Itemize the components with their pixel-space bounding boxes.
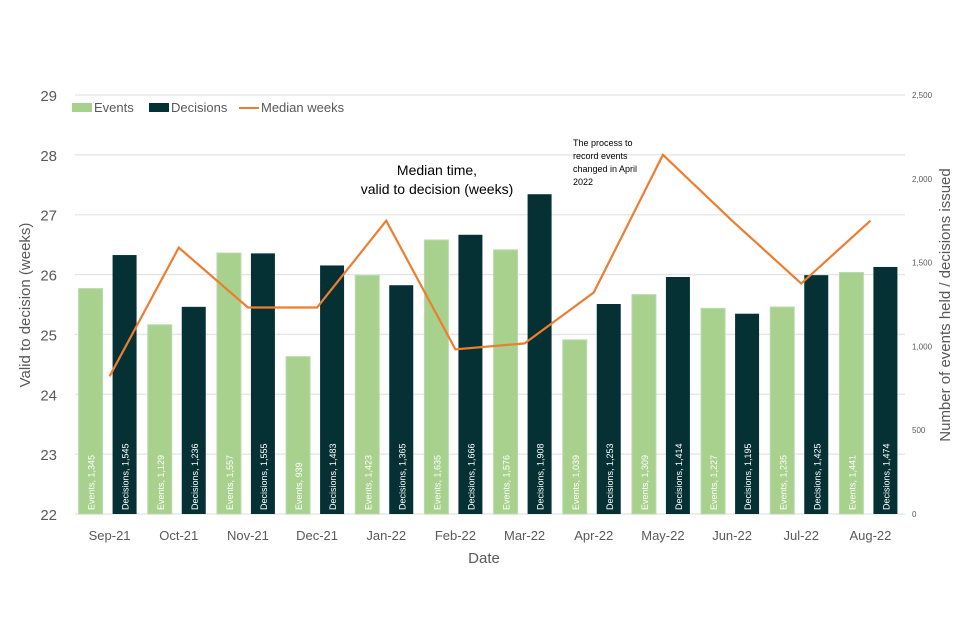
y2-tick-label: 1,500	[912, 259, 933, 268]
decisions-data-label: Decisions, 1,474	[881, 443, 891, 510]
y-tick-label: 29	[40, 88, 57, 105]
annotation: The process to record events changed in Ap…	[573, 138, 637, 187]
x-tick-label: Sep-21	[89, 528, 131, 543]
decisions-data-label: Decisions, 1,545	[121, 443, 131, 510]
decisions-bar	[250, 253, 275, 514]
decisions-bar	[873, 266, 898, 514]
decisions-bar	[112, 255, 137, 515]
events-bar	[354, 275, 380, 515]
y2-tick-label: 0	[912, 510, 917, 519]
decisions-bar	[665, 277, 690, 514]
legend-decisions-swatch	[149, 103, 169, 112]
decisions-bar	[596, 303, 621, 514]
events-data-label: Events, 1,576	[502, 455, 512, 510]
y2-tick-label: 2,000	[912, 175, 933, 184]
events-data-label: Events, 939	[294, 462, 304, 510]
x-tick-label: Jun-22	[712, 528, 752, 543]
events-data-label: Events, 1,557	[225, 455, 235, 510]
events-bar	[493, 249, 519, 515]
decisions-bar	[804, 275, 829, 514]
y2-tick-label: 1,000	[912, 342, 933, 351]
x-tick-label: Apr-22	[574, 528, 613, 543]
decisions-bar	[458, 234, 483, 515]
decisions-bar	[181, 306, 206, 514]
events-bar	[838, 271, 864, 515]
events-bar	[285, 356, 311, 515]
decisions-bar	[527, 194, 552, 515]
decisions-bar	[735, 313, 760, 514]
events-data-label: Events, 1,345	[87, 455, 97, 510]
events-bar	[78, 288, 104, 515]
y2-tick-label: 2,500	[912, 91, 933, 100]
x-tick-label: Jan-22	[366, 528, 406, 543]
chart-title-line-1: Median time,	[397, 162, 477, 178]
events-bar	[631, 294, 657, 515]
x-tick-label: Nov-21	[227, 528, 269, 543]
y2-axis-title: Number of events held / decisions issued	[937, 168, 954, 441]
x-tick-label: May-22	[641, 528, 684, 543]
decisions-bar	[389, 285, 414, 514]
events-data-label: Events, 1,227	[709, 455, 719, 510]
decisions-data-label: Decisions, 1,908	[536, 443, 546, 510]
legend-decisions-label: Decisions	[171, 100, 228, 115]
y-tick-label: 28	[40, 148, 57, 165]
events-data-label: Events, 1,129	[156, 455, 166, 510]
decisions-data-label: Decisions, 1,425	[812, 443, 822, 510]
events-data-label: Events, 1,309	[640, 455, 650, 510]
events-bar	[423, 239, 449, 515]
decisions-data-label: Decisions, 1,236	[190, 443, 200, 510]
events-data-label: Events, 1,423	[363, 455, 373, 510]
y-axis-title: Valid to decision (weeks)	[17, 223, 34, 388]
x-tick-label: Mar-22	[504, 528, 545, 543]
y-tick-label: 22	[40, 507, 57, 524]
legend-events-label: Events	[94, 100, 134, 115]
x-tick-label: Jul-22	[784, 528, 819, 543]
decisions-data-label: Decisions, 1,414	[674, 443, 684, 510]
decisions-data-label: Decisions, 1,666	[466, 443, 476, 510]
legend-events-swatch	[72, 103, 92, 112]
x-tick-label: Oct-21	[159, 528, 198, 543]
legend-median-label: Median weeks	[261, 100, 345, 115]
events-data-label: Events, 1,635	[432, 455, 442, 510]
y-tick-label: 27	[40, 208, 57, 225]
y2-tick-label: 500	[912, 426, 926, 435]
x-tick-label: Aug-22	[849, 528, 891, 543]
x-tick-label: Dec-21	[296, 528, 338, 543]
decisions-data-label: Decisions, 1,483	[328, 443, 338, 510]
decisions-data-label: Decisions, 1,195	[743, 443, 753, 510]
events-data-label: Events, 1,441	[847, 455, 857, 510]
events-bar	[147, 324, 173, 515]
events-data-label: Events, 1,235	[778, 455, 788, 510]
events-bar	[562, 339, 588, 515]
decisions-data-label: Decisions, 1,253	[605, 443, 615, 510]
y-tick-label: 24	[40, 387, 57, 404]
legend: Events Decisions Median weeks	[72, 100, 345, 115]
decisions-bar	[320, 265, 345, 514]
x-tick-label: Feb-22	[435, 528, 476, 543]
y-tick-label: 26	[40, 268, 57, 285]
median-weeks-line	[108, 153, 872, 377]
y-tick-label: 23	[40, 447, 57, 464]
decisions-data-label: Decisions, 1,365	[397, 443, 407, 510]
x-axis-title: Date	[468, 550, 500, 567]
events-bar	[769, 306, 795, 515]
y-tick-label: 25	[40, 327, 57, 344]
chart-title-line-2: valid to decision (weeks)	[361, 181, 514, 197]
events-data-label: Events, 1,039	[571, 455, 581, 510]
decisions-data-label: Decisions, 1,555	[259, 443, 269, 510]
events-bar	[700, 307, 726, 515]
